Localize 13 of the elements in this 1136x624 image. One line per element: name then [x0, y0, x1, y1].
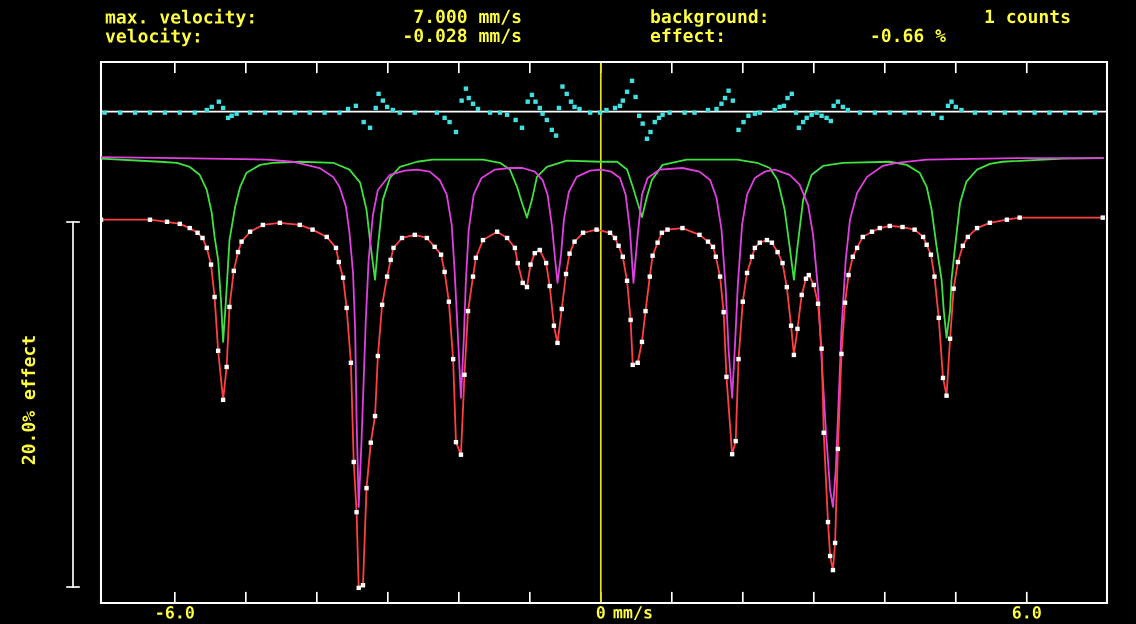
text: effect:	[650, 28, 723, 43]
text: 1 counts	[985, 9, 1070, 24]
text: -0.028 mm/s	[405, 28, 521, 44]
text: -0.66 %	[872, 28, 946, 43]
text: velocity:	[105, 27, 199, 47]
text: background:	[651, 9, 766, 27]
text: 7.000 mm/s	[414, 9, 521, 25]
x-axis-title: mm/s	[613, 606, 652, 620]
x-tick-label: -6.0	[157, 606, 194, 619]
text: max. velocity:	[105, 8, 254, 28]
x-tick-label: 0	[596, 606, 605, 619]
text: 20.0% effect	[21, 336, 36, 465]
x-tick-label: 6.0	[1012, 606, 1041, 619]
